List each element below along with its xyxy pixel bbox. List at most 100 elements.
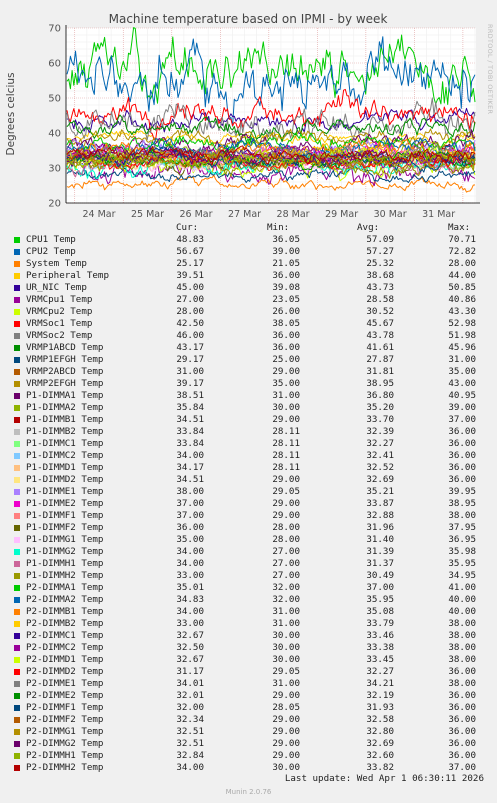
legend-swatch [14,693,20,699]
legend-value-cur: 34.00 [176,762,204,773]
legend-series-name: VRMP1ABCD Temp [26,342,104,353]
legend-row: P1-DIMMD1 Temp 34.17 28.11 32.52 36.00 [0,462,497,474]
legend-row: VRMP1ABCD Temp 43.17 36.00 41.61 45.96 [0,342,497,354]
legend-value-max: 36.00 [448,726,476,737]
legend-swatch [14,393,20,399]
legend-value-cur: 25.17 [176,258,204,269]
legend-swatch [14,645,20,651]
legend-value-min: 29.05 [272,486,300,497]
legend-value-cur: 32.51 [176,738,204,749]
series-line [66,147,476,169]
legend-header-avg: Avg: [357,222,380,233]
legend-series-name: P1-DIMMF2 Temp [26,522,104,533]
legend-row: P1-DIMMG1 Temp 35.00 28.00 31.40 36.95 [0,534,497,546]
legend-value-avg: 37.00 [366,582,394,593]
legend-value-cur: 33.84 [176,438,204,449]
legend-value-cur: 39.17 [176,378,204,389]
series-line [66,88,476,141]
legend-value-avg: 43.73 [366,282,394,293]
x-tick-label: 28 Mar [277,209,310,220]
legend-row: P1-DIMMH2 Temp 33.00 27.00 30.49 34.95 [0,570,497,582]
legend-value-cur: 34.00 [176,558,204,569]
legend-series-name: P2-DIMMA1 Temp [26,582,104,593]
legend-swatch [14,429,20,435]
legend-swatch [14,369,20,375]
legend-value-cur: 32.34 [176,714,204,725]
legend-value-min: 31.00 [272,606,300,617]
legend-value-max: 38.95 [448,498,476,509]
legend-value-max: 40.95 [448,390,476,401]
series-line [66,174,476,193]
y-tick-label: 30 [48,164,61,175]
legend-value-avg: 32.80 [366,726,394,737]
legend-row: P1-DIMMA2 Temp 35.84 30.00 35.20 39.00 [0,402,497,414]
legend-value-max: 40.86 [448,294,476,305]
legend-value-avg: 31.93 [366,702,394,713]
legend-row: VRMP2EFGH Temp 39.17 35.00 38.95 43.00 [0,378,497,390]
legend-value-max: 37.95 [448,522,476,533]
legend-value-cur: 32.67 [176,654,204,665]
legend-series-name: P1-DIMME1 Temp [26,486,104,497]
legend-value-cur: 56.67 [176,246,204,257]
legend-value-cur: 48.83 [176,234,204,245]
legend-series-name: Peripheral Temp [26,270,109,281]
legend-series-name: P1-DIMMB1 Temp [26,414,104,425]
legend-row: P1-DIMME1 Temp 38.00 29.05 35.21 39.95 [0,486,497,498]
legend-value-min: 29.00 [272,726,300,737]
legend-swatch [14,621,20,627]
chart: Machine temperature based on IPMI - by w… [5,12,480,220]
legend-swatch [14,249,20,255]
legend-value-min: 28.11 [272,438,300,449]
x-tick-label: 25 Mar [131,209,164,220]
legend-value-cur: 31.17 [176,666,204,677]
legend-value-avg: 34.21 [366,678,394,689]
series-line [66,36,476,127]
legend-value-max: 36.00 [448,690,476,701]
series-line [66,27,476,105]
legend-swatch [14,573,20,579]
legend-value-avg: 32.27 [366,438,394,449]
legend-value-avg: 27.87 [366,354,394,365]
legend-value-max: 70.71 [448,234,476,245]
y-tick-label: 40 [48,129,61,140]
legend-value-max: 51.98 [448,330,476,341]
legend-value-cur: 32.00 [176,702,204,713]
x-tick-label: 27 Mar [228,209,261,220]
legend-value-max: 40.00 [448,594,476,605]
legend-row: P2-DIMMC2 Temp 32.50 30.00 33.38 38.00 [0,642,497,654]
legend-value-min: 36.05 [272,234,300,245]
legend-row: P1-DIMMC2 Temp 34.00 28.11 32.41 36.00 [0,450,497,462]
legend-series-name: VRMCpu2 Temp [26,306,93,317]
legend-value-max: 39.95 [448,486,476,497]
legend-value-min: 26.00 [272,306,300,317]
legend-row: P1-DIMMF1 Temp 37.00 29.00 32.88 38.00 [0,510,497,522]
legend-swatch [14,261,20,267]
legend-swatch [14,285,20,291]
legend-value-min: 30.00 [272,642,300,653]
legend-row: P2-DIMMG2 Temp 32.51 29.00 32.69 36.00 [0,738,497,750]
series-line [66,146,476,167]
legend-value-avg: 35.21 [366,486,394,497]
legend-row: Peripheral Temp 39.51 36.00 38.68 44.00 [0,270,497,282]
legend-value-avg: 38.95 [366,378,394,389]
legend-series-name: P2-DIMMD1 Temp [26,654,104,665]
legend-value-max: 36.00 [448,426,476,437]
legend-value-min: 39.00 [272,246,300,257]
legend-series-name: VRMSoc2 Temp [26,330,93,341]
legend-series-name: VRMP1EFGH Temp [26,354,104,365]
legend-header-max: Max: [448,222,471,233]
legend-row: P2-DIMMA1 Temp 35.01 32.00 37.00 41.00 [0,582,497,594]
legend-value-max: 34.95 [448,570,476,581]
legend-row: UR_NIC Temp 45.00 39.08 43.73 50.85 [0,282,497,294]
x-tick-label: 24 Mar [82,209,115,220]
legend-series-name: P2-DIMME1 Temp [26,678,104,689]
legend-value-max: 37.00 [448,762,476,773]
legend-value-max: 36.00 [448,450,476,461]
legend-swatch [14,273,20,279]
legend-row: P2-DIMMD1 Temp 32.67 30.00 33.45 38.00 [0,654,497,666]
legend-value-avg: 57.27 [366,246,394,257]
legend-value-cur: 43.17 [176,342,204,353]
legend-value-min: 32.00 [272,594,300,605]
legend-value-max: 44.00 [448,270,476,281]
legend-row: VRMCpu2 Temp 28.00 26.00 30.52 43.30 [0,306,497,318]
